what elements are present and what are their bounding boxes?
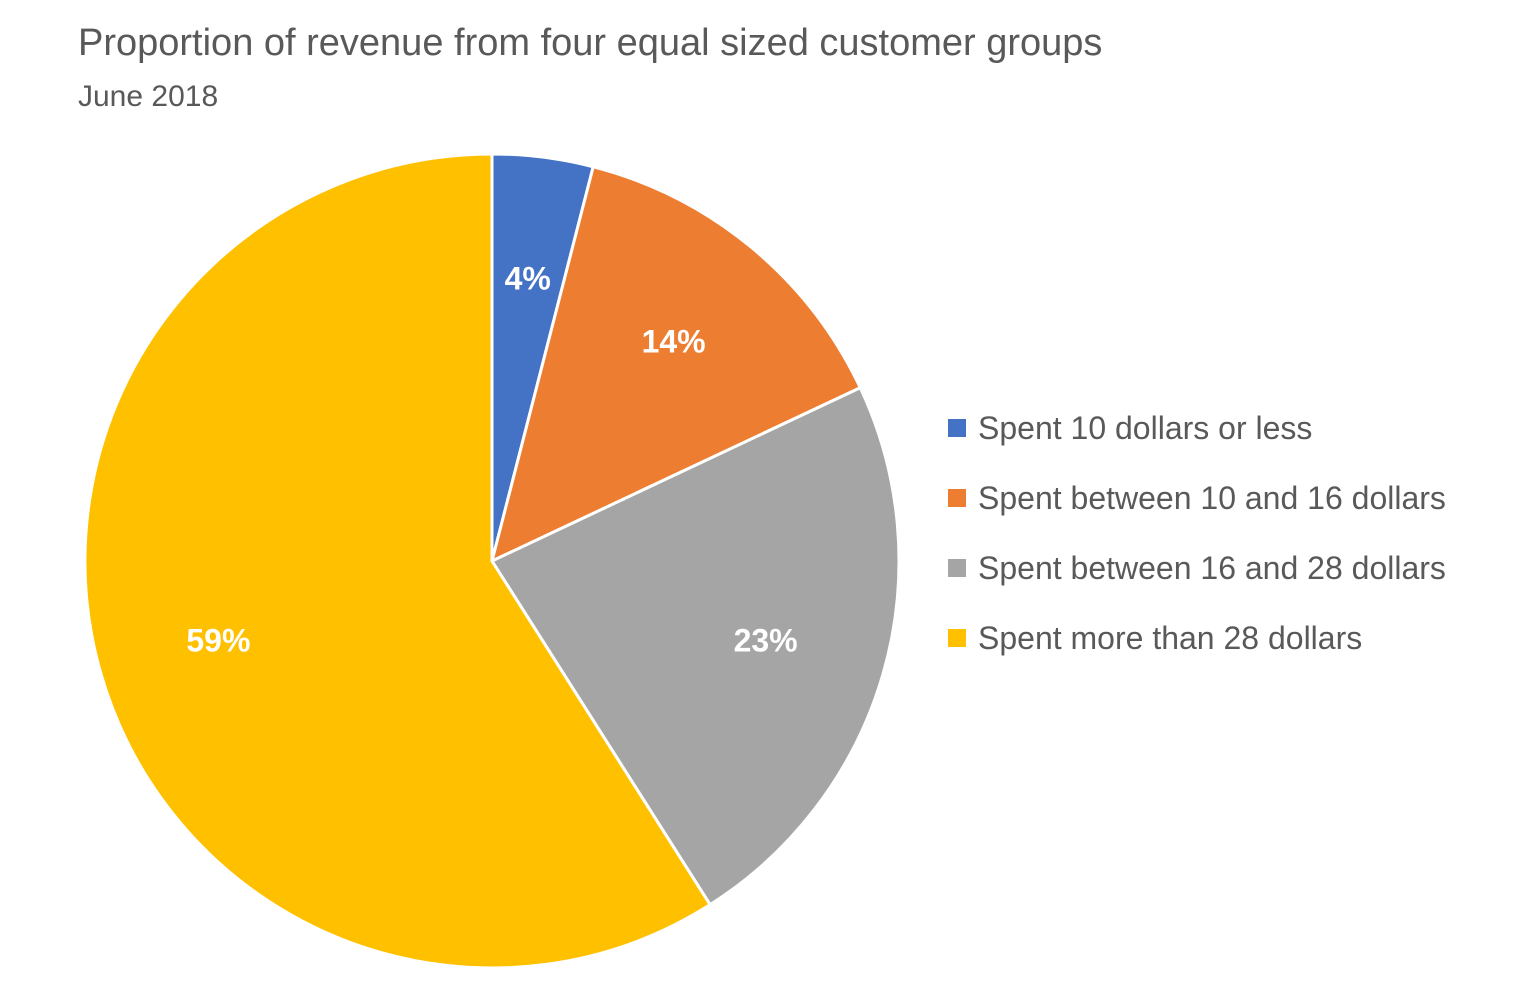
- data-label-spent-more-than-28-dollars: 59%: [186, 622, 250, 658]
- chart-subtitle: June 2018: [78, 80, 219, 113]
- legend-label: Spent 10 dollars or less: [978, 409, 1313, 446]
- legend-label: Spent between 16 and 28 dollars: [978, 549, 1446, 586]
- pie-data-labels: 4% 14% 23% 59%: [186, 260, 797, 658]
- data-label-spent-between-16-and-28-dollars: 23%: [734, 622, 798, 658]
- pie-slices: [83, 152, 901, 970]
- legend-label: Spent between 10 and 16 dollars: [978, 479, 1446, 516]
- data-label-spent-10-dollars-or-less: 4%: [505, 260, 551, 296]
- legend-label: Spent more than 28 dollars: [978, 619, 1363, 656]
- legend-item-spent-more-than-28-dollars: Spent more than 28 dollars: [948, 603, 1446, 673]
- legend-swatch: [948, 489, 966, 507]
- legend-swatch: [948, 559, 966, 577]
- pie-slice-spent-more-than-28-dollars: [83, 152, 712, 970]
- legend-item-spent-between-16-and-28-dollars: Spent between 16 and 28 dollars: [948, 533, 1446, 603]
- legend-swatch: [948, 419, 966, 437]
- legend-item-spent-10-dollars-or-less: Spent 10 dollars or less: [948, 393, 1446, 463]
- chart-title: Proportion of revenue from four equal si…: [78, 22, 1103, 64]
- pie-slice-spent-between-10-and-16-dollars: [490, 165, 862, 563]
- pie-slice-spent-between-16-and-28-dollars: [490, 386, 901, 907]
- legend-item-spent-between-10-and-16-dollars: Spent between 10 and 16 dollars: [948, 463, 1446, 533]
- chart-legend: Spent 10 dollars or less Spent between 10…: [948, 393, 1446, 673]
- legend-swatch: [948, 629, 966, 647]
- data-label-spent-between-10-and-16-dollars: 14%: [642, 323, 706, 359]
